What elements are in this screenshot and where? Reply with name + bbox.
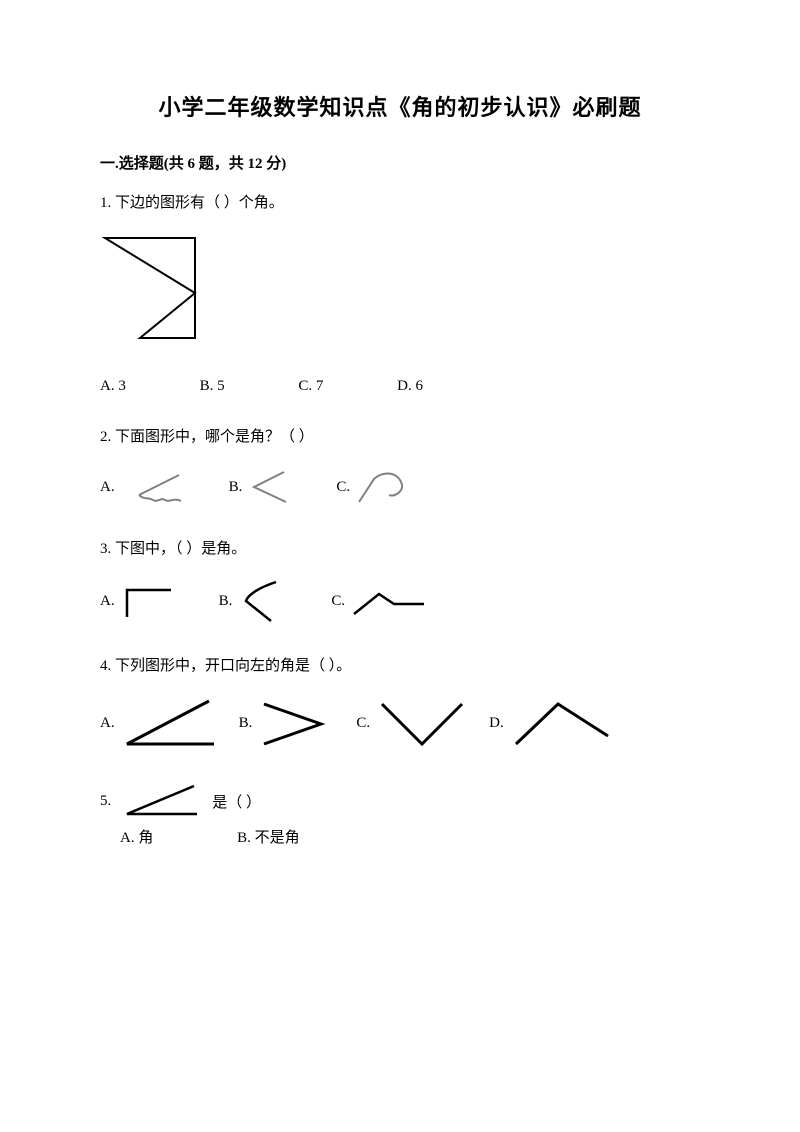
q4-svg-b (256, 696, 336, 751)
q2-label-a: A. (100, 479, 115, 496)
q4-label-c: C. (356, 715, 370, 732)
q5-prefix: 5. (100, 793, 111, 810)
q5-suffix: 是（ ） (212, 791, 261, 812)
q4-text: 4. 下列图形中，开口向左的角是（ ）。 (100, 654, 700, 678)
q1-text: 1. 下边的图形有（ ）个角。 (100, 191, 700, 215)
q4-label-b: B. (239, 715, 253, 732)
q2-svg-b (246, 467, 296, 507)
q3-opt-c: C. (331, 584, 429, 619)
q5-options: A. 角 B. 不是角 (100, 826, 700, 847)
q2-label-c: C. (336, 479, 350, 496)
q4-svg-c (374, 696, 469, 751)
q2-text: 2. 下面图形中，哪个是角？（ ） (100, 425, 700, 449)
q2-opt-c: C. (336, 467, 414, 507)
q4-svg-a (119, 696, 219, 751)
q3-svg-b (236, 579, 291, 624)
q5-svg (119, 781, 204, 821)
q5-opt-b: B. 不是角 (237, 826, 300, 847)
q2-options: A. B. C. (100, 467, 700, 507)
q3-label-a: A. (100, 593, 115, 610)
q1-opt-b: B. 5 (200, 378, 225, 395)
q4-opt-b: B. (239, 696, 337, 751)
q3-opt-b: B. (219, 579, 292, 624)
q1-figure (100, 233, 700, 353)
q3-text: 3. 下图中，（ ）是角。 (100, 537, 700, 561)
q1-shape-svg (100, 233, 205, 348)
q4-options: A. B. C. D. (100, 696, 700, 751)
q4-opt-d: D. (489, 696, 618, 751)
section-heading: 一.选择题(共 6 题，共 12 分) (100, 152, 700, 173)
q3-svg-a (119, 582, 179, 622)
q1-opt-a: A. 3 (100, 378, 126, 395)
q2-label-b: B. (229, 479, 243, 496)
q5-opt-a: A. 角 (120, 826, 153, 847)
q3-svg-c (349, 584, 429, 619)
page-title: 小学二年级数学知识点《角的初步认识》必刷题 (100, 90, 700, 122)
q2-opt-a: A. (100, 467, 189, 507)
q2-svg-a (119, 467, 189, 507)
q3-opt-a: A. (100, 582, 179, 622)
q4-opt-c: C. (356, 696, 469, 751)
q1-opt-d: D. 6 (397, 378, 423, 395)
q2-svg-c (354, 467, 414, 507)
q3-label-c: C. (331, 593, 345, 610)
q4-label-d: D. (489, 715, 504, 732)
q4-svg-d (508, 696, 618, 751)
q2-opt-b: B. (229, 467, 297, 507)
q5-row: 5. 是（ ） (100, 781, 700, 821)
q1-options: A. 3 B. 5 C. 7 D. 6 (100, 378, 700, 395)
q4-label-a: A. (100, 715, 115, 732)
q3-options: A. B. C. (100, 579, 700, 624)
q3-label-b: B. (219, 593, 233, 610)
q1-opt-c: C. 7 (298, 378, 323, 395)
q4-opt-a: A. (100, 696, 219, 751)
